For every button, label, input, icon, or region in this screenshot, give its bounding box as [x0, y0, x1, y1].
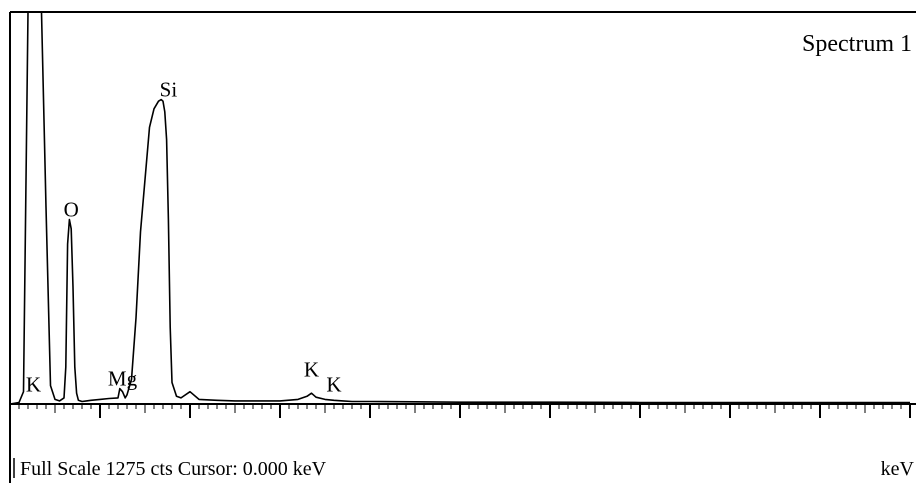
peak-label-k: K: [326, 373, 341, 397]
peak-label-k: K: [26, 373, 41, 397]
peak-label-o: O: [64, 197, 79, 221]
status-bar-text: Full Scale 1275 cts Cursor: 0.000 keV: [20, 458, 327, 480]
peak-label-k: K: [304, 357, 319, 381]
spectrum-series-line: [9, 11, 910, 405]
peak-label-si: Si: [160, 78, 178, 102]
x-axis-minor-ticks: [18, 404, 902, 413]
spectrum-title: Spectrum 1: [802, 31, 912, 57]
peak-label-mg: Mg: [108, 367, 138, 391]
x-axis-major-ticks: [9, 404, 911, 418]
x-axis-unit-label: keV: [881, 458, 915, 480]
